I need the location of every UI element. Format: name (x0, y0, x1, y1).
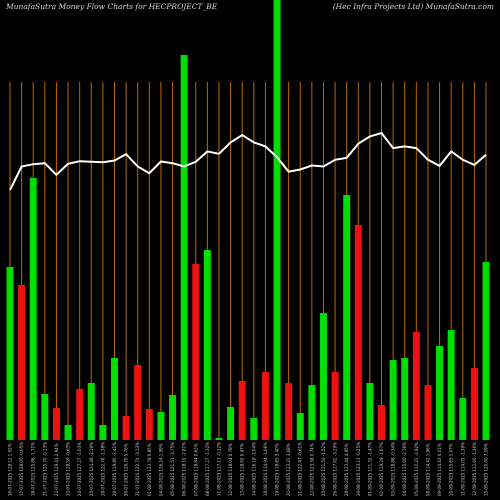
x-tick-label: 06-08-2025 118.10 -2.81% (182, 442, 187, 496)
bar (52, 408, 60, 440)
x-tick-label: 15-09-2025 120.60 7.09% (484, 443, 489, 496)
x-tick-label: 05-09-2025 112.22 -2.92% (414, 442, 419, 496)
x-tick-label: 16-07-2025 128.12 1.02% (8, 443, 13, 496)
bar (122, 416, 130, 440)
x-tick-label: 23-07-2025 128.59 -0.63% (66, 442, 71, 496)
bar (482, 262, 490, 440)
bar (319, 313, 327, 440)
bar (401, 358, 409, 440)
bar (99, 425, 107, 440)
bar (389, 360, 397, 440)
x-tick-label: 13-08-2025 118.60 0.47% (240, 443, 245, 496)
bar (296, 413, 304, 440)
x-tick-label: 05-08-2025 121.51 -3.75% (170, 442, 175, 496)
bar (64, 425, 72, 440)
chart-subtitle: (Hec Infra Projects Ltd) MunafaSutra.com (332, 2, 494, 11)
x-tick-label: 21-08-2025 122.47 -0.61% (298, 442, 303, 496)
chart-title: MunafaSutra Money Flow Charts for HECPRO… (6, 2, 218, 11)
x-tick-label: 18-08-2025 114.94 -1.06% (263, 442, 268, 496)
bar (76, 389, 84, 440)
x-tick-label: 08-09-2025 114.42 1.96% (425, 443, 430, 496)
bar (169, 395, 177, 440)
bar (261, 372, 269, 440)
x-tick-label: 18-07-2025 125.86 -1.71% (31, 442, 36, 496)
x-tick-label: 24-07-2025 127.27 -1.03% (77, 442, 82, 496)
bar (378, 405, 386, 440)
bar (412, 332, 420, 440)
bar (110, 358, 118, 440)
x-tick-label: 10-09-2025 115.65 1.07% (449, 443, 454, 496)
price-line (9, 131, 487, 191)
x-tick-label: 11-09-2025 114.05 -1.39% (460, 442, 465, 496)
bar (157, 412, 165, 440)
x-tick-label: 31-07-2025 122.74 -3.13% (135, 442, 140, 496)
x-tick-label: 19-08-2025 118.85 3.40% (275, 443, 280, 496)
bar (227, 407, 235, 440)
bar (343, 195, 351, 440)
bars (6, 0, 490, 440)
bar (424, 385, 432, 440)
bar (29, 178, 37, 440)
bar (18, 285, 26, 440)
bar (145, 409, 153, 440)
bar (285, 383, 293, 440)
x-tick-label: 26-08-2025 117.62 -3.19% (333, 442, 338, 496)
bar (180, 55, 188, 440)
x-tick-label: 07-08-2025 118.84 0.63% (193, 443, 198, 496)
x-labels: 15-09-2025 120.60 7.09% 12-09-2025 112.60… (8, 442, 489, 496)
x-tick-label: 22-08-2025 123.38 0.74% (309, 443, 314, 496)
bar (215, 438, 223, 440)
x-tick-label: 28-08-2025 123.44 4.95% (344, 443, 349, 496)
bar (436, 346, 444, 440)
x-tick-label: 04-09-2025 115.60 -2.76% (402, 442, 407, 496)
bar (87, 383, 95, 440)
x-tick-label: 25-07-2025 124.48 -2.19% (89, 442, 94, 496)
x-tick-label: 12-09-2025 112.60 -1.26% (472, 442, 477, 496)
x-tick-label: 02-09-2025 119.29 -1.67% (379, 442, 384, 496)
bar (250, 418, 258, 440)
bar (41, 394, 49, 440)
bar (273, 0, 281, 440)
bar (192, 264, 200, 440)
x-tick-label: 25-08-2025 121.50 -1.52% (321, 442, 326, 496)
bar (331, 372, 339, 440)
x-tick-label: 22-07-2025 129.41 2.94% (54, 443, 59, 496)
x-tick-label: 14-08-2025 116.18 -2.04% (251, 442, 256, 496)
bar (134, 365, 142, 440)
bar (459, 398, 467, 440)
bar (308, 385, 316, 440)
bar (238, 381, 246, 440)
x-tick-label: 09-09-2025 114.43 0.01% (437, 443, 442, 496)
x-tick-label: 17-07-2025 128.05 -0.05% (19, 442, 24, 496)
x-tick-label: 20-08-2025 123.22 3.68% (286, 443, 291, 496)
bar (447, 330, 455, 440)
x-tick-label: 30-07-2025 126.70 5.76% (124, 443, 129, 496)
bar (6, 267, 14, 440)
x-tick-label: 01-09-2025 121.32 -1.47% (367, 442, 372, 496)
x-tick-label: 12-08-2025 118.04 0.78% (228, 443, 233, 496)
x-tick-label: 08-08-2025 117.27 -1.32% (205, 442, 210, 496)
x-tick-label: 29-07-2025 119.80 -2.41% (112, 442, 117, 496)
x-tick-label: 03-09-2025 118.88 -0.34% (391, 442, 396, 496)
x-tick-label: 28-07-2025 122.76 -1.38% (100, 442, 105, 496)
bar (470, 368, 478, 440)
bar (203, 250, 211, 440)
bar (366, 383, 374, 440)
x-tick-label: 01-08-2025 123.78 0.85% (147, 443, 152, 496)
x-tick-label: 29-08-2025 123.13 -0.25% (356, 442, 361, 496)
bar (354, 225, 362, 440)
x-tick-label: 04-08-2025 126.24 1.99% (158, 443, 163, 496)
x-tick-label: 11-08-2025 117.13 -0.12% (216, 442, 221, 496)
x-tick-label: 21-07-2025 125.70 -0.13% (42, 442, 47, 496)
